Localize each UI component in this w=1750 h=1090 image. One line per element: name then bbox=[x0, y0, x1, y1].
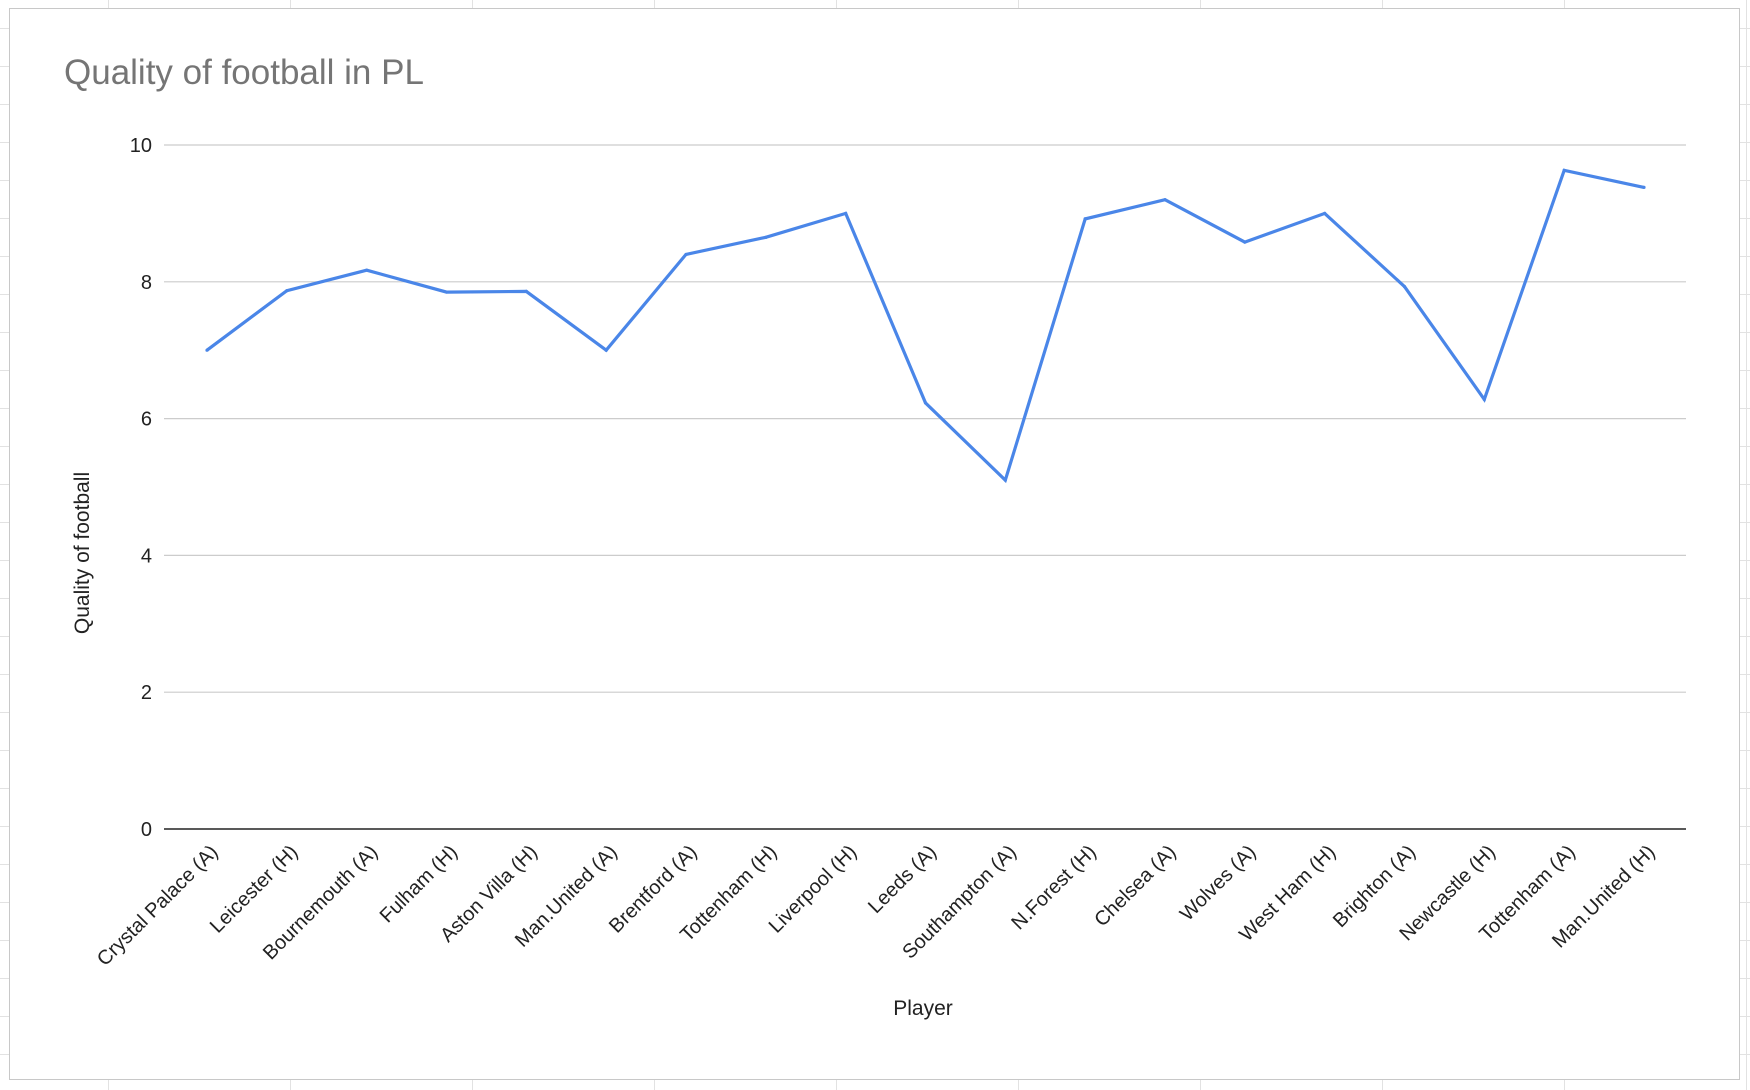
data-point bbox=[1482, 397, 1486, 402]
y-tick-label: 6 bbox=[141, 409, 152, 431]
y-axis-title: Quality of football bbox=[71, 472, 94, 634]
data-point bbox=[1083, 217, 1087, 221]
data-point bbox=[1323, 211, 1327, 215]
x-tick-label: Leeds (A) bbox=[864, 841, 941, 918]
x-tick-label: Wolves (A) bbox=[1176, 841, 1260, 925]
data-point bbox=[923, 401, 928, 405]
data-point bbox=[444, 290, 449, 294]
y-axis-tick-labels: 0 2 4 6 8 10 bbox=[130, 135, 152, 841]
y-tick-label: 0 bbox=[141, 819, 152, 841]
y-tick-label: 4 bbox=[141, 545, 152, 567]
data-point bbox=[1642, 185, 1646, 190]
x-tick-label: N.Forest (H) bbox=[1007, 841, 1100, 934]
data-point bbox=[524, 289, 528, 293]
data-point bbox=[1562, 168, 1566, 172]
line-chart: Quality of football in PL 0 2 4 6 8 10 Crysta… bbox=[64, 53, 1686, 1020]
data-point bbox=[764, 235, 768, 239]
x-tick-label: Crystal Palace (A) bbox=[93, 841, 223, 971]
data-point bbox=[1163, 198, 1167, 202]
x-axis-tick-labels: Crystal Palace (A)Leicester (H)Bournemou… bbox=[93, 841, 1660, 971]
data-point bbox=[684, 252, 688, 257]
data-point bbox=[1003, 478, 1007, 482]
x-tick-label: Chelsea (A) bbox=[1090, 841, 1180, 931]
data-points bbox=[205, 168, 1646, 482]
data-point bbox=[205, 348, 209, 352]
data-point bbox=[365, 268, 369, 272]
data-point bbox=[1243, 240, 1247, 244]
x-tick-label: Fulham (H) bbox=[376, 841, 462, 927]
chart-container[interactable]: Quality of football in PL 0 2 4 6 8 10 Crysta… bbox=[9, 8, 1740, 1080]
y-tick-label: 2 bbox=[141, 682, 152, 704]
y-tick-label: 8 bbox=[141, 272, 152, 294]
data-point bbox=[1402, 284, 1407, 289]
data-point bbox=[285, 289, 289, 293]
x-axis-title: Player bbox=[893, 997, 953, 1020]
data-point bbox=[604, 348, 608, 352]
gridlines bbox=[164, 144, 1686, 693]
chart-title: Quality of football in PL bbox=[64, 53, 424, 92]
y-tick-label: 10 bbox=[130, 135, 152, 157]
series-line bbox=[206, 168, 1645, 484]
data-point bbox=[844, 211, 848, 215]
